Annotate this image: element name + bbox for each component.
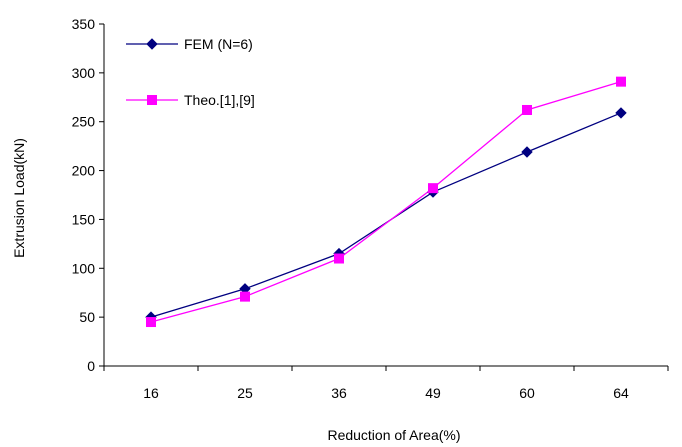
- data-point-theo: [428, 183, 438, 194]
- y-tick-label: 0: [87, 358, 95, 374]
- series-line-theo: [150, 81, 622, 323]
- x-tick-label: 16: [143, 385, 159, 401]
- data-point-theo: [146, 317, 156, 328]
- legend-label-fem: FEM (N=6): [184, 36, 253, 52]
- data-point-fem: [615, 107, 627, 119]
- x-tick-label: 49: [425, 385, 441, 401]
- y-tick-label: 100: [72, 260, 96, 276]
- data-point-theo: [334, 253, 344, 264]
- series-lines: [150, 81, 622, 323]
- data-point-fem: [521, 146, 533, 158]
- y-tick-label: 200: [72, 163, 96, 179]
- y-tick-label: 250: [72, 114, 96, 130]
- series-markers: [145, 76, 627, 328]
- y-tick-label: 50: [79, 309, 95, 325]
- x-axis: 16 25 36 49 60 64: [103, 365, 669, 401]
- legend-marker-fem: [146, 38, 158, 50]
- x-axis-title: Reduction of Area(%): [327, 427, 460, 443]
- x-tick-label: 64: [613, 385, 629, 401]
- legend-marker-theo: [147, 95, 157, 105]
- legend: FEM (N=6) Theo.[1],[9]: [126, 36, 255, 108]
- x-tick-label: 60: [519, 385, 535, 401]
- y-axis-title: Extrusion Load(kN): [11, 138, 27, 258]
- y-tick-label: 150: [72, 211, 96, 227]
- x-tick-label: 36: [331, 385, 347, 401]
- data-point-theo: [616, 76, 626, 87]
- y-axis: 0 50 100 150 200 250 300 350: [72, 16, 105, 374]
- data-point-theo: [240, 291, 250, 302]
- series-line-fem: [150, 112, 622, 318]
- data-point-theo: [522, 104, 532, 115]
- y-tick-label: 300: [72, 65, 96, 81]
- y-tick-label: 350: [72, 16, 96, 32]
- x-tick-label: 25: [237, 385, 253, 401]
- legend-label-theo: Theo.[1],[9]: [184, 92, 255, 108]
